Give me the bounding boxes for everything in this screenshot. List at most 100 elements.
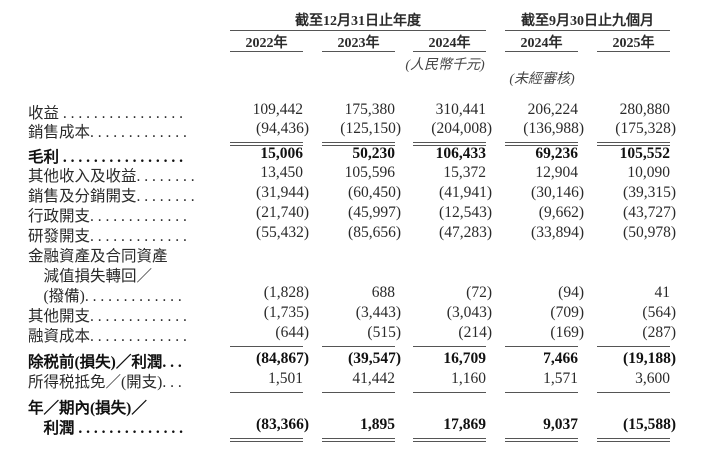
- total-rule: [230, 142, 303, 143]
- row-value: (204,008): [431, 120, 492, 137]
- total-rule: [413, 346, 486, 347]
- total-rule: [505, 392, 578, 393]
- row-value: 1,571: [543, 370, 578, 387]
- total-rule: [597, 145, 670, 146]
- total-rule: [322, 438, 395, 439]
- group-rule: [505, 30, 670, 31]
- row-label: 利潤 . . . . . . . . . . . . . .: [28, 420, 184, 437]
- row-value: (83,366): [256, 416, 309, 433]
- row-value: 109,442: [252, 101, 303, 118]
- row-value: (515): [367, 324, 401, 341]
- row-value: (60,450): [348, 184, 401, 201]
- row-value: 7,466: [543, 350, 578, 367]
- row-value: (43,727): [623, 204, 676, 221]
- row-value: (45,997): [348, 204, 401, 221]
- unaudited-note: (未經審核): [509, 72, 575, 87]
- group-rule: [230, 30, 486, 31]
- row-value: (15,588): [623, 416, 676, 433]
- row-value: (85,656): [348, 224, 401, 241]
- row-value: (136,988): [523, 120, 584, 137]
- row-value: (125,150): [340, 120, 401, 137]
- total-rule: [413, 145, 486, 146]
- group-header-full-year: 截至12月31日止年度: [295, 14, 421, 29]
- row-value: 106,433: [435, 145, 486, 162]
- total-rule: [597, 441, 670, 442]
- row-value: 16,709: [443, 350, 486, 367]
- group-header-nine-months: 截至9月30日止九個月: [521, 14, 654, 29]
- row-label: 銷售成本. . . . . . . . . . . . .: [28, 124, 187, 141]
- row-value: (55,432): [256, 224, 309, 241]
- row-value: (94): [558, 284, 584, 301]
- total-rule: [505, 145, 578, 146]
- row-label: 其他開支. . . . . . . . . . . . .: [28, 308, 187, 325]
- column-header-rule: [413, 51, 486, 52]
- row-value: (84,867): [256, 350, 309, 367]
- row-value: (47,283): [439, 224, 492, 241]
- row-value: 41,442: [352, 370, 395, 387]
- total-rule: [230, 438, 303, 439]
- total-rule: [413, 392, 486, 393]
- row-value: (41,941): [439, 184, 492, 201]
- total-rule: [505, 142, 578, 143]
- row-value: 688: [371, 284, 395, 301]
- row-value: (214): [458, 324, 492, 341]
- row-label: 銷售及分銷開支. . . . . . . .: [28, 188, 195, 205]
- row-value: (287): [642, 324, 676, 341]
- row-value: (564): [642, 304, 676, 321]
- row-value: (30,146): [531, 184, 584, 201]
- row-value: (1,828): [263, 284, 309, 301]
- total-rule: [322, 441, 395, 442]
- total-rule: [230, 346, 303, 347]
- row-label: 金融資產及合同資產: [28, 248, 168, 265]
- column-header-year: 2024年: [428, 36, 471, 51]
- total-rule: [322, 142, 395, 143]
- column-header-year: 2024年: [520, 36, 563, 51]
- row-value: (12,543): [439, 204, 492, 221]
- row-label: 行政開支. . . . . . . . . . . . .: [28, 208, 187, 225]
- row-value: 50,230: [352, 145, 395, 162]
- row-value: (175,328): [615, 120, 676, 137]
- total-rule: [230, 392, 303, 393]
- total-rule: [413, 142, 486, 143]
- row-value: (169): [550, 324, 584, 341]
- row-value: 280,880: [619, 101, 670, 118]
- row-label: 其他收入及收益. . . . . . . .: [28, 168, 195, 185]
- row-value: 1,160: [451, 370, 486, 387]
- row-value: 175,380: [344, 101, 395, 118]
- column-header-rule: [505, 51, 578, 52]
- row-value: 13,450: [260, 164, 303, 181]
- row-value: 9,037: [543, 416, 578, 433]
- total-rule: [597, 392, 670, 393]
- total-rule: [505, 438, 578, 439]
- total-rule: [322, 392, 395, 393]
- row-value: (39,315): [623, 184, 676, 201]
- column-header-year: 2022年: [245, 36, 288, 51]
- total-rule: [597, 142, 670, 143]
- row-value: (644): [275, 324, 309, 341]
- currency-note: (人民幣千元): [405, 58, 485, 73]
- row-label: 減值損失轉回／: [28, 268, 153, 285]
- row-label: 年／期內(損失)／: [28, 400, 147, 417]
- total-rule: [322, 346, 395, 347]
- row-label: 研發開支. . . . . . . . . . . . .: [28, 228, 187, 245]
- column-header-rule: [322, 51, 395, 52]
- total-rule: [413, 438, 486, 439]
- row-value: 41: [654, 284, 671, 301]
- row-value: 206,224: [527, 101, 578, 118]
- row-label: 收益 . . . . . . . . . . . . . . . .: [28, 105, 184, 122]
- row-value: 17,869: [443, 416, 486, 433]
- row-value: 15,372: [443, 164, 486, 181]
- total-rule: [322, 145, 395, 146]
- row-value: 10,090: [627, 164, 670, 181]
- total-rule: [413, 441, 486, 442]
- row-value: 105,596: [344, 164, 395, 181]
- row-value: 105,552: [619, 145, 670, 162]
- row-value: (72): [466, 284, 492, 301]
- total-rule: [230, 145, 303, 146]
- row-value: (3,443): [355, 304, 401, 321]
- row-value: (9,662): [538, 204, 584, 221]
- row-value: (1,735): [263, 304, 309, 321]
- column-header-year: 2023年: [337, 36, 380, 51]
- row-value: 15,006: [260, 145, 303, 162]
- row-value: (3,043): [446, 304, 492, 321]
